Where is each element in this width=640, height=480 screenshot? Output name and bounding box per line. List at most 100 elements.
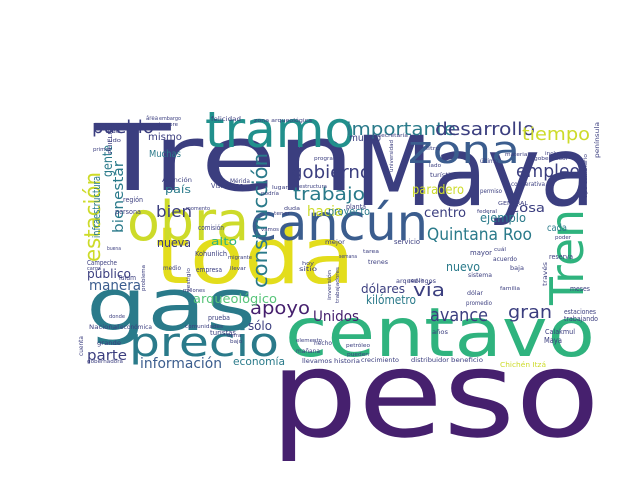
word: sólo [248,319,272,333]
word: avance [430,305,488,326]
word: alto [211,235,237,248]
word: precio [129,320,279,366]
word: sido [106,129,120,135]
word: gobernador [534,156,569,162]
word: bajo [230,339,242,345]
word: beneficio [451,357,483,364]
word: centro [424,206,466,221]
word: siempre [156,122,178,128]
word: familia [500,286,520,292]
word: país [165,183,191,196]
word: vestigio [186,268,192,292]
word: tiempo [522,124,590,145]
word: desarrollo [435,119,535,140]
word: estaciones [564,308,596,316]
word: estación [81,172,106,262]
word: buena [107,246,121,252]
word: podría [261,190,279,197]
word: empresa [196,266,222,274]
word: bienestar [111,161,127,233]
word: secretaría [378,132,408,139]
word: proyecto [328,205,370,218]
word: paradero [412,183,464,198]
word: vía [413,280,445,301]
word: importante [346,119,456,140]
word: vamos [261,227,279,233]
word: estructura [299,184,327,190]
word: baja [510,265,524,272]
word: peso [270,326,600,465]
word: área [146,115,158,122]
word: trabajadores [335,267,341,303]
word: distribuidor [411,357,450,364]
word: través [542,262,549,286]
word: Maya [544,336,562,345]
word: migrante [228,255,252,261]
word: Muchas [149,149,181,160]
word: turistas [210,329,236,337]
word: lado [429,163,441,169]
word: economía [233,355,285,368]
word: acuerdo [493,256,517,263]
word-list: peso Maya Tren toda centavo gas tramo ca… [78,101,601,465]
word: turístico [430,172,458,179]
word: público [87,267,131,281]
word: hecho [314,340,332,347]
word: Unidos [313,309,359,325]
word: trenes [368,259,388,266]
word: embargo [159,116,181,122]
word: tramo [205,101,355,159]
word: historia [334,358,360,365]
word: tipo cambiario [583,154,589,198]
word: hacia [307,204,343,220]
word: verdad [233,186,251,192]
word: construcción [248,153,272,288]
word: elemento [296,338,322,344]
word: mismo [148,132,182,143]
word: pueblo [92,117,154,138]
word: región [123,196,143,204]
word: Maya [355,116,595,228]
word: infraestructura [90,176,103,238]
word: trabajando [564,315,598,323]
word: último [480,158,498,165]
word: sido [107,138,121,144]
word: primer [93,147,112,153]
word: Tren [540,209,594,306]
word: Calakmul [545,328,575,336]
word: Quintana Roo [427,225,532,245]
word: permiso [480,188,502,195]
word: zona arqueológica [254,117,312,124]
word: zona [408,128,520,172]
word: tarea [363,249,379,255]
word: mañana [296,348,320,355]
word: kilómetro [366,293,416,307]
word: litro [426,146,440,152]
word: manera [89,278,141,294]
word: gran [508,302,552,323]
word: duda [284,206,300,212]
word: gente [101,145,116,177]
word: comisión [198,224,224,232]
word: mejor [325,239,346,246]
word: Chichén Itzá [500,361,546,369]
word: ejemplo [480,211,526,225]
word: económica [120,324,152,331]
word: empleo [516,161,580,182]
word: semana [339,254,357,260]
word: cooperativa [511,181,545,188]
word: hoy [302,261,314,267]
word: sitio [299,266,317,273]
word: Kohunlich [195,250,227,258]
word: incluso [545,151,565,157]
word: felicidad [211,116,241,123]
word: llevar [230,266,247,272]
word: federal [477,209,497,215]
word: toda [155,212,355,302]
word: parte [87,348,127,364]
word: inversión [326,270,333,300]
word: meses [570,285,590,293]
word: Nacional [89,324,119,331]
word: pueden [347,352,369,358]
